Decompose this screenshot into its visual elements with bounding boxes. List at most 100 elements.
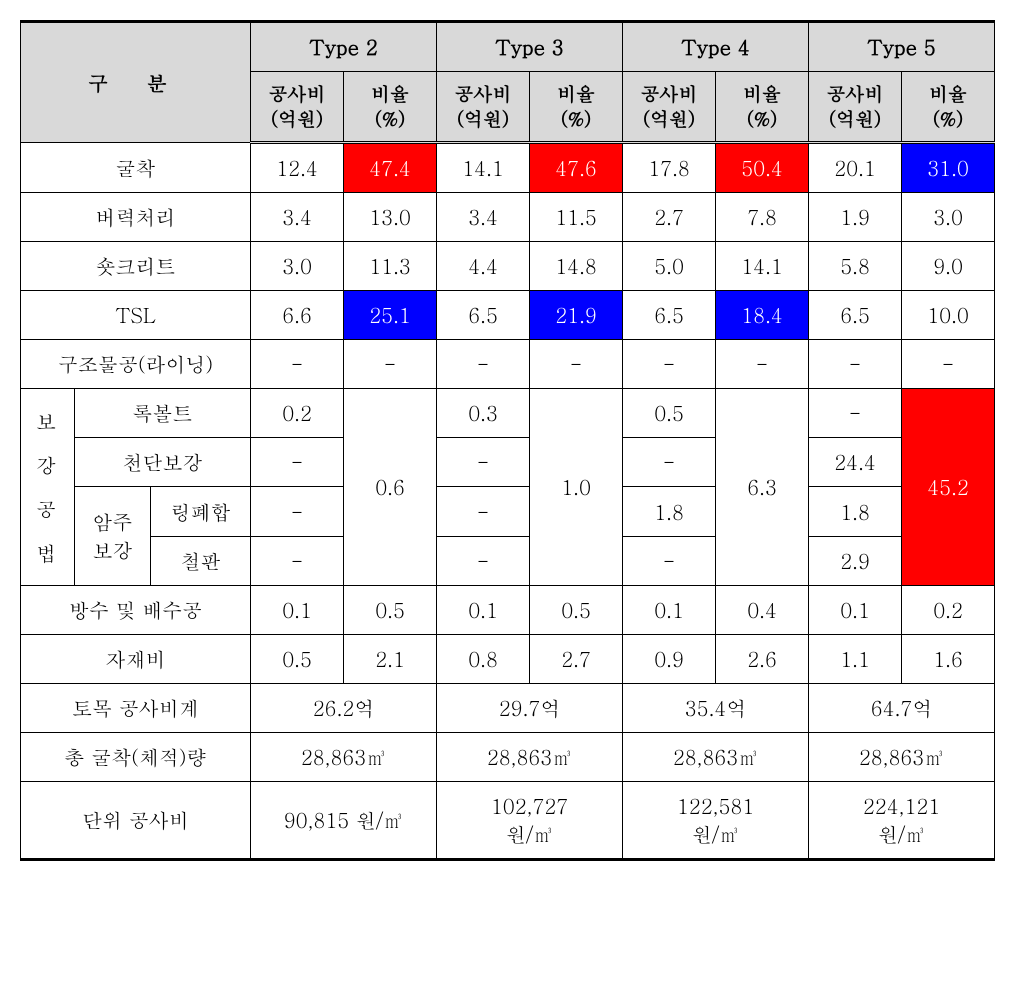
cell: 5.8 (809, 242, 902, 291)
cell: 17.8 (623, 143, 716, 193)
hdr-cost-t2: 공사비(억원) (251, 72, 344, 143)
cell: - (716, 340, 809, 389)
cell: 0.5 (251, 635, 344, 684)
cell: 6.6 (251, 291, 344, 340)
cell: - (251, 340, 344, 389)
cell: 6.5 (437, 291, 530, 340)
row-steel: 철판 - - - 2.9 (21, 537, 995, 586)
cell: 2.9 (809, 537, 902, 586)
label-muck: 버력처리 (21, 193, 251, 242)
cell: 50.4 (716, 143, 809, 193)
label-total: 토목 공사비계 (21, 684, 251, 733)
cell: 90,815 원/㎥ (251, 782, 437, 860)
cell: 28,863㎥ (437, 733, 623, 782)
cell: 11.5 (530, 193, 623, 242)
cell: - (623, 340, 716, 389)
hdr-type4: Type 4 (623, 22, 809, 72)
cell: 7.8 (716, 193, 809, 242)
cell: 35.4억 (623, 684, 809, 733)
cell: 0.1 (623, 586, 716, 635)
cell: 1.6 (902, 635, 995, 684)
cell: 0.1 (251, 586, 344, 635)
label-ring: 링폐합 (151, 487, 251, 537)
cell: 2.6 (716, 635, 809, 684)
cell: 2.1 (344, 635, 437, 684)
cell: - (251, 487, 344, 537)
label-crown: 천단보강 (75, 438, 251, 487)
cell: 6.3 (716, 389, 809, 586)
cell: 1.8 (623, 487, 716, 537)
label-reinforce: 보강공법 (21, 389, 75, 586)
cell: 12.4 (251, 143, 344, 193)
cell: 28,863㎥ (623, 733, 809, 782)
cell: 14.1 (716, 242, 809, 291)
cell: 28,863㎥ (809, 733, 995, 782)
label-volume: 총 굴착(체적)량 (21, 733, 251, 782)
cell: 45.2 (902, 389, 995, 586)
cell: 3.0 (251, 242, 344, 291)
cell: 13.0 (344, 193, 437, 242)
cell: 2.7 (623, 193, 716, 242)
row-shotcrete: 숏크리트 3.0 11.3 4.4 14.8 5.0 14.1 5.8 9.0 (21, 242, 995, 291)
cell: 0.9 (623, 635, 716, 684)
cell: 18.4 (716, 291, 809, 340)
cell: 102,727원/㎥ (437, 782, 623, 860)
row-crown: 천단보강 - - - 24.4 (21, 438, 995, 487)
cell: 14.1 (437, 143, 530, 193)
cell: 10.0 (902, 291, 995, 340)
cell: 6.5 (623, 291, 716, 340)
cell: 1.8 (809, 487, 902, 537)
cell: - (437, 438, 530, 487)
row-waterproof: 방수 및 배수공 0.1 0.5 0.1 0.5 0.1 0.4 0.1 0.2 (21, 586, 995, 635)
cell: 0.2 (902, 586, 995, 635)
cell: 29.7억 (437, 684, 623, 733)
cell: 14.8 (530, 242, 623, 291)
cell: - (344, 340, 437, 389)
label-lining: 구조물공(라이닝) (21, 340, 251, 389)
cell: 0.2 (251, 389, 344, 438)
hdr-cost-t4: 공사비(억원) (623, 72, 716, 143)
label-rockbolt: 록볼트 (75, 389, 251, 438)
cell: 5.0 (623, 242, 716, 291)
row-total: 토목 공사비계 26.2억 29.7억 35.4억 64.7억 (21, 684, 995, 733)
cell: - (530, 340, 623, 389)
label-amju: 암주보강 (75, 487, 151, 586)
label-material: 자재비 (21, 635, 251, 684)
label-waterproof: 방수 및 배수공 (21, 586, 251, 635)
cell: - (251, 537, 344, 586)
cell: - (623, 438, 716, 487)
row-unit: 단위 공사비 90,815 원/㎥ 102,727원/㎥ 122,581원/㎥ … (21, 782, 995, 860)
cell: 24.4 (809, 438, 902, 487)
row-excavation: 굴착 12.4 47.4 14.1 47.6 17.8 50.4 20.1 31… (21, 143, 995, 193)
cell: 0.5 (344, 586, 437, 635)
cell: - (437, 537, 530, 586)
cell: 0.5 (623, 389, 716, 438)
hdr-rate-t4: 비율(%) (716, 72, 809, 143)
hdr-rate-t5: 비율(%) (902, 72, 995, 143)
cell: 0.1 (809, 586, 902, 635)
cell: 25.1 (344, 291, 437, 340)
label-shotcrete: 숏크리트 (21, 242, 251, 291)
cell: 21.9 (530, 291, 623, 340)
cell: - (809, 340, 902, 389)
cell: 47.6 (530, 143, 623, 193)
row-tsl: TSL 6.6 25.1 6.5 21.9 6.5 18.4 6.5 10.0 (21, 291, 995, 340)
row-material: 자재비 0.5 2.1 0.8 2.7 0.9 2.6 1.1 1.6 (21, 635, 995, 684)
hdr-cost-t5: 공사비(억원) (809, 72, 902, 143)
row-rockbolt: 보강공법 록볼트 0.2 0.6 0.3 1.0 0.5 6.3 - 45.2 (21, 389, 995, 438)
label-steel: 철판 (151, 537, 251, 586)
row-muck: 버력처리 3.4 13.0 3.4 11.5 2.7 7.8 1.9 3.0 (21, 193, 995, 242)
cell: 3.4 (251, 193, 344, 242)
cell: 3.0 (902, 193, 995, 242)
cell: - (251, 438, 344, 487)
cell: - (623, 537, 716, 586)
cell: - (902, 340, 995, 389)
cell: 9.0 (902, 242, 995, 291)
cell: 122,581원/㎥ (623, 782, 809, 860)
label-tsl: TSL (21, 291, 251, 340)
hdr-rate-t3: 비율(%) (530, 72, 623, 143)
cell: 4.4 (437, 242, 530, 291)
cell: 0.6 (344, 389, 437, 586)
hdr-category: 구 분 (21, 22, 251, 143)
cell: 64.7억 (809, 684, 995, 733)
